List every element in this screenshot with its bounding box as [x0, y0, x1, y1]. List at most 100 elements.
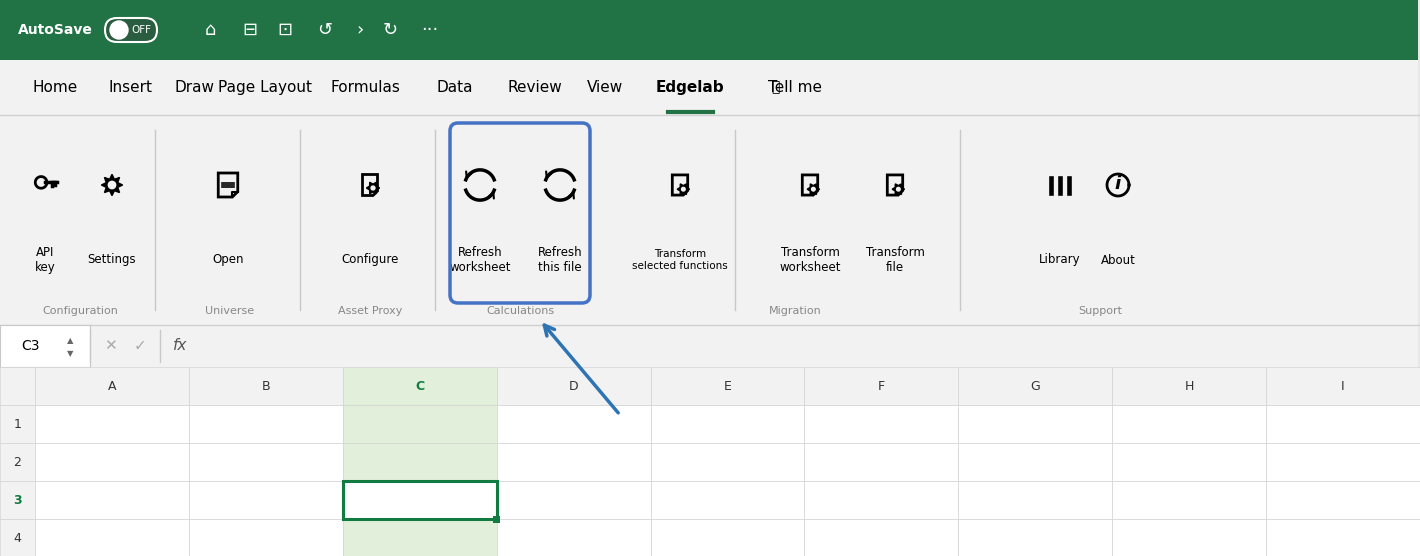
Bar	[189, 519, 342, 556]
Bar	[189, 405, 342, 443]
Text: Refresh
this file: Refresh this file	[538, 246, 582, 274]
Bar	[1112, 405, 1267, 443]
Bar	[1419, 0, 1420, 556]
Polygon shape	[101, 175, 122, 196]
Bar	[0, 325, 89, 367]
Text: ···: ···	[422, 21, 439, 39]
Bar	[36, 519, 189, 556]
Text: Configure: Configure	[341, 254, 399, 266]
Bar	[342, 481, 497, 519]
Bar	[1267, 405, 1420, 443]
Text: Universe: Universe	[206, 306, 254, 316]
Bar	[36, 405, 189, 443]
Text: AutoSave: AutoSave	[18, 23, 92, 37]
Text: B: B	[261, 380, 270, 393]
Bar	[650, 481, 805, 519]
Polygon shape	[108, 181, 115, 188]
Bar	[1267, 481, 1420, 519]
Polygon shape	[896, 187, 900, 191]
Text: ⌂: ⌂	[204, 21, 216, 39]
Bar	[497, 481, 650, 519]
Bar	[0, 60, 1420, 115]
Text: Transform
worksheet: Transform worksheet	[780, 246, 841, 274]
Text: ▼: ▼	[67, 350, 74, 359]
Bar	[805, 405, 958, 443]
Bar	[1112, 481, 1267, 519]
Bar	[959, 405, 1112, 443]
Bar	[0, 325, 1420, 367]
Polygon shape	[677, 184, 690, 195]
Bar	[497, 405, 650, 443]
Bar	[36, 481, 189, 519]
Text: Transform
file: Transform file	[866, 246, 924, 274]
Polygon shape	[807, 184, 819, 195]
Text: Refresh
worksheet: Refresh worksheet	[449, 246, 511, 274]
Bar	[497, 367, 650, 405]
Bar	[1267, 443, 1420, 481]
Bar	[0, 405, 36, 443]
Text: H: H	[1184, 380, 1194, 393]
Bar	[0, 0, 1420, 60]
Bar	[1267, 367, 1420, 405]
Text: Home: Home	[33, 80, 78, 95]
Text: Draw: Draw	[175, 80, 214, 95]
Bar	[0, 481, 36, 519]
Bar	[805, 443, 958, 481]
Text: I: I	[1342, 380, 1345, 393]
Bar	[189, 481, 342, 519]
Text: Tell me: Tell me	[768, 80, 822, 95]
Bar	[959, 481, 1112, 519]
Bar	[1112, 443, 1267, 481]
Text: Review: Review	[507, 80, 562, 95]
Bar	[650, 367, 805, 405]
Text: Migration: Migration	[768, 306, 821, 316]
Bar	[342, 443, 497, 481]
Bar	[959, 367, 1112, 405]
Text: ↺: ↺	[318, 21, 332, 39]
Bar	[1048, 175, 1054, 196]
Bar	[805, 367, 958, 405]
Bar	[493, 516, 500, 523]
Text: Open: Open	[212, 254, 244, 266]
Text: ⊟: ⊟	[243, 21, 257, 39]
Text: i: i	[1115, 175, 1122, 193]
Bar	[0, 115, 1420, 325]
Text: E: E	[724, 380, 731, 393]
Bar	[1066, 175, 1072, 196]
FancyBboxPatch shape	[105, 18, 158, 42]
Text: 💡: 💡	[771, 81, 780, 95]
Bar	[342, 481, 497, 519]
Text: Settings: Settings	[88, 254, 136, 266]
Text: ▲: ▲	[67, 336, 74, 345]
Text: 2: 2	[14, 455, 21, 469]
Bar	[0, 443, 36, 481]
Text: C: C	[415, 380, 425, 393]
Bar	[36, 443, 189, 481]
Bar	[342, 519, 497, 556]
Text: Configuration: Configuration	[43, 306, 118, 316]
Text: Support: Support	[1078, 306, 1122, 316]
Bar	[0, 367, 36, 405]
Text: G: G	[1031, 380, 1041, 393]
Polygon shape	[812, 187, 815, 191]
Bar	[650, 405, 805, 443]
Bar	[342, 367, 497, 405]
Bar	[189, 367, 342, 405]
Bar	[189, 443, 342, 481]
Text: Page Layout: Page Layout	[219, 80, 312, 95]
Polygon shape	[892, 184, 905, 195]
Bar	[959, 519, 1112, 556]
Bar	[1058, 175, 1062, 196]
Bar	[342, 405, 497, 443]
Circle shape	[109, 21, 128, 39]
Text: 3: 3	[13, 494, 21, 507]
Text: ↻: ↻	[382, 21, 398, 39]
Bar	[650, 519, 805, 556]
Text: D: D	[569, 380, 578, 393]
Text: Calculations: Calculations	[486, 306, 554, 316]
Bar	[1112, 367, 1267, 405]
Text: Library: Library	[1039, 254, 1081, 266]
Text: OFF: OFF	[131, 25, 151, 35]
Text: ✓: ✓	[133, 339, 146, 354]
Polygon shape	[371, 186, 375, 190]
